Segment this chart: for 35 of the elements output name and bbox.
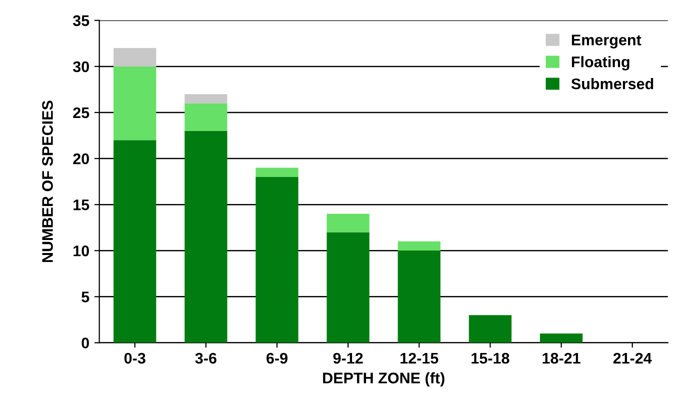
- legend-label: Emergent: [572, 34, 642, 48]
- bar: [184, 103, 228, 131]
- bar: [326, 232, 370, 343]
- y-tick-label: 25: [73, 107, 90, 118]
- bar: [184, 130, 228, 343]
- y-tick-label: 0: [82, 338, 89, 348]
- bar: [256, 176, 298, 343]
- y-tick-label: 15: [74, 200, 90, 210]
- bar: [398, 250, 440, 343]
- x-tick-label: 0-3: [124, 352, 146, 364]
- bar: [114, 66, 156, 140]
- x-tick-label: 12-15: [400, 352, 438, 364]
- bar: [114, 140, 156, 343]
- x-tick-label: 15-18: [472, 352, 510, 364]
- y-tick-label: 5: [82, 292, 90, 302]
- y-tick-label: 30: [72, 61, 89, 72]
- x-tick-label: 9-12: [333, 352, 363, 364]
- y-tick-label: 35: [72, 15, 90, 26]
- legend-label: Submersed: [571, 78, 654, 90]
- legend-label: Floating: [572, 56, 630, 70]
- x-axis-title: DEPTH ZONE (ft): [323, 372, 444, 386]
- y-axis-title: NUMBER OF SPECIES: [42, 100, 53, 262]
- x-tick-label: 6-9: [266, 352, 288, 364]
- x-tick-label: 21-24: [613, 352, 652, 364]
- y-tick-label: 10: [74, 245, 89, 256]
- bar: [398, 241, 440, 251]
- bar: [468, 315, 512, 343]
- x-tick-label: 3-6: [195, 352, 216, 364]
- bar: [184, 94, 228, 104]
- bar: [326, 214, 370, 232]
- y-tick-label: 20: [73, 153, 89, 164]
- bar: [256, 168, 298, 177]
- bar: [114, 48, 156, 66]
- x-tick-label: 18-21: [542, 352, 580, 364]
- bar: [540, 334, 583, 343]
